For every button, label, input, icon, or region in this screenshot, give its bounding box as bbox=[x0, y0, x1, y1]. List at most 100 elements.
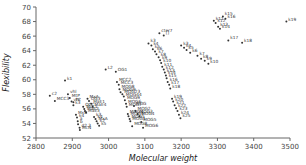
point bbox=[167, 81, 169, 83]
point bbox=[105, 69, 107, 71]
point-label: k10 bbox=[210, 59, 218, 64]
point bbox=[189, 52, 191, 54]
x-axis-label: Molecular weight bbox=[129, 154, 198, 163]
y-tick-label: 62 bbox=[22, 62, 31, 70]
point bbox=[72, 104, 74, 106]
point bbox=[142, 127, 144, 129]
point bbox=[118, 84, 120, 86]
x-tick bbox=[253, 138, 254, 141]
point bbox=[155, 53, 157, 55]
y-tick-label: 56 bbox=[22, 105, 31, 113]
point bbox=[121, 93, 123, 95]
y-tick bbox=[33, 123, 36, 124]
point-label: k1 bbox=[67, 76, 72, 81]
point-label: k16 bbox=[227, 14, 235, 19]
point bbox=[159, 59, 161, 61]
point bbox=[152, 48, 154, 50]
x-axis-line bbox=[36, 138, 290, 139]
point-label: MOG4 bbox=[141, 111, 154, 116]
point bbox=[126, 106, 128, 108]
point-label: k6 bbox=[192, 48, 197, 53]
point bbox=[96, 120, 98, 122]
y-tick-label: 60 bbox=[22, 76, 31, 84]
x-tick-label: 2900 bbox=[63, 143, 81, 151]
point bbox=[213, 20, 215, 22]
point-label: k3 bbox=[75, 100, 80, 105]
x-tick bbox=[290, 138, 291, 141]
point bbox=[196, 55, 198, 57]
x-tick bbox=[144, 138, 145, 141]
point-labels: c2MCC3k1vhlMtPvhrTCk3MxBk4abd2.3McNOCCMc… bbox=[52, 11, 297, 130]
x-tick-label: 3500 bbox=[281, 143, 299, 151]
y-tick bbox=[33, 21, 36, 22]
y-tick bbox=[33, 65, 36, 66]
y-tick-label: 54 bbox=[22, 120, 31, 128]
x-tick bbox=[72, 138, 73, 141]
x-tick bbox=[108, 138, 109, 141]
point bbox=[285, 21, 287, 23]
y-tick-label: 66 bbox=[22, 33, 31, 41]
point bbox=[64, 80, 66, 82]
point bbox=[76, 117, 78, 119]
x-tick-label: 3300 bbox=[209, 143, 227, 151]
y-tick bbox=[33, 7, 36, 8]
point bbox=[128, 115, 130, 117]
point bbox=[124, 99, 126, 101]
point bbox=[115, 71, 117, 73]
point-label: OG1 bbox=[118, 67, 128, 72]
point bbox=[160, 62, 162, 64]
x-tick bbox=[181, 138, 182, 141]
point bbox=[165, 74, 167, 76]
point bbox=[161, 66, 163, 68]
point bbox=[172, 101, 174, 103]
point-label: [] bbox=[166, 30, 170, 35]
point bbox=[174, 104, 176, 106]
point bbox=[116, 81, 118, 83]
point bbox=[49, 95, 51, 97]
point-label: k5 bbox=[101, 121, 106, 126]
point bbox=[77, 123, 79, 125]
point-label: L2 bbox=[108, 65, 113, 70]
point bbox=[131, 125, 133, 127]
point-label: MaE4 bbox=[95, 102, 107, 107]
point-label: MOG6 bbox=[145, 123, 158, 128]
point-label: k14 bbox=[222, 24, 230, 29]
x-tick-label: 3200 bbox=[172, 143, 190, 151]
point bbox=[98, 125, 100, 127]
y-tick-label: 58 bbox=[22, 91, 31, 99]
point bbox=[150, 45, 152, 47]
point-label: k17 bbox=[230, 35, 238, 40]
point-label: k25 bbox=[182, 113, 190, 118]
point bbox=[207, 63, 209, 65]
point bbox=[166, 77, 168, 79]
points bbox=[49, 15, 288, 131]
point bbox=[97, 122, 99, 124]
point bbox=[118, 88, 120, 90]
point bbox=[183, 47, 185, 49]
point bbox=[241, 42, 243, 44]
point bbox=[180, 45, 182, 47]
point-label: k19 bbox=[288, 17, 296, 22]
point bbox=[200, 58, 202, 60]
point bbox=[158, 32, 160, 34]
y-axis-line bbox=[36, 7, 37, 138]
point bbox=[227, 39, 229, 41]
point bbox=[127, 113, 129, 115]
y-tick bbox=[33, 79, 36, 80]
point bbox=[54, 100, 56, 102]
point-label: McN bbox=[82, 125, 91, 130]
chart-container: 2800290030003100320033003400350052545658… bbox=[0, 0, 306, 165]
point bbox=[186, 49, 188, 51]
chart-svg: 2800290030003100320033003400350052545658… bbox=[0, 0, 306, 165]
x-tick-label: 3100 bbox=[136, 143, 154, 151]
x-tick bbox=[217, 138, 218, 141]
y-tick-label: 64 bbox=[22, 47, 31, 55]
x-tick-label: 2800 bbox=[27, 143, 45, 151]
y-tick bbox=[33, 50, 36, 51]
point bbox=[79, 127, 81, 129]
point bbox=[82, 106, 84, 108]
y-tick bbox=[33, 94, 36, 95]
y-tick-label: 68 bbox=[22, 18, 31, 26]
point bbox=[79, 129, 81, 131]
point bbox=[171, 98, 173, 100]
